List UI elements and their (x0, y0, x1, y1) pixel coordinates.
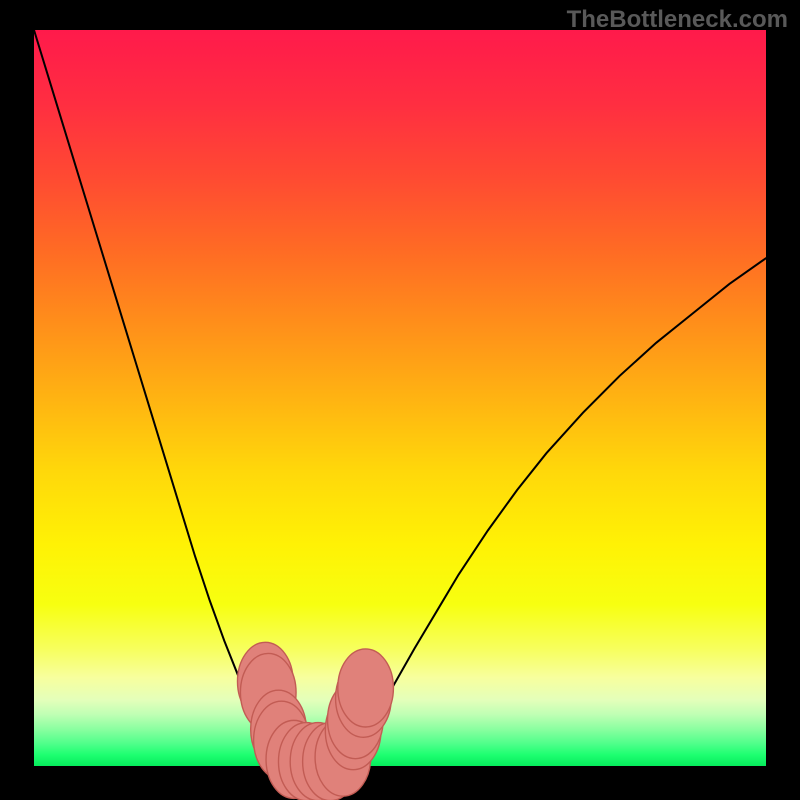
valley-markers (237, 642, 393, 800)
chart-container: TheBottleneck.com (0, 0, 800, 800)
curve-layer (34, 30, 766, 766)
plot-area (34, 30, 766, 766)
watermark-text: TheBottleneck.com (567, 6, 788, 34)
marker-point (338, 649, 394, 727)
curve-right (341, 258, 766, 760)
